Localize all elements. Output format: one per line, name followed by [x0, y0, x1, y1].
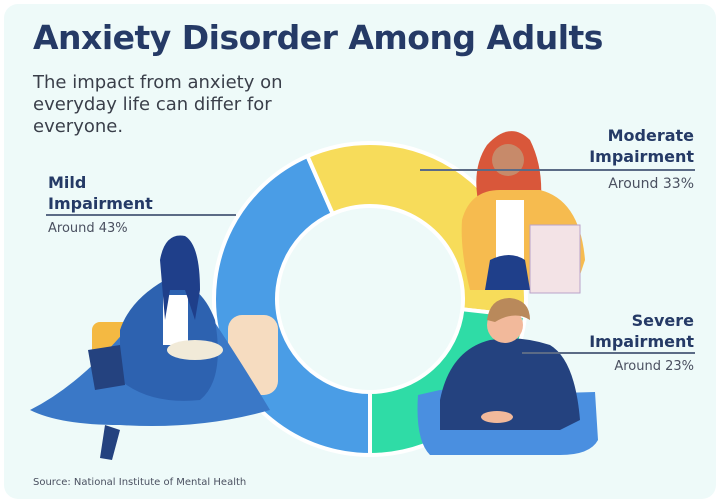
moderate-label-line2: Impairment	[589, 147, 694, 166]
source-note: Source: National Institute of Mental Hea…	[33, 477, 247, 488]
mild-divider	[46, 214, 236, 216]
moderate-label: Moderate Impairment	[589, 125, 694, 167]
severe-label-line2: Impairment	[589, 332, 694, 351]
moderate-value: Around 33%	[608, 176, 694, 192]
man-in-bed-illustration	[417, 298, 598, 455]
woman-reading-illustration	[30, 235, 278, 460]
moderate-divider	[420, 169, 695, 171]
page-subtitle: The impact from anxiety on everyday life…	[33, 72, 283, 137]
severe-label-line1: Severe	[631, 311, 694, 330]
mild-label: Mild Impairment	[48, 172, 153, 214]
moderate-label-line1: Moderate	[607, 126, 694, 145]
mild-label-line1: Mild	[48, 173, 87, 192]
page-title: Anxiety Disorder Among Adults	[33, 18, 603, 57]
mild-label-line2: Impairment	[48, 194, 153, 213]
severe-label: Severe Impairment	[589, 310, 694, 352]
woman-anxious-illustration	[461, 131, 585, 294]
severe-divider	[522, 352, 695, 354]
mild-value: Around 43%	[48, 221, 128, 236]
severe-value: Around 23%	[614, 359, 694, 374]
